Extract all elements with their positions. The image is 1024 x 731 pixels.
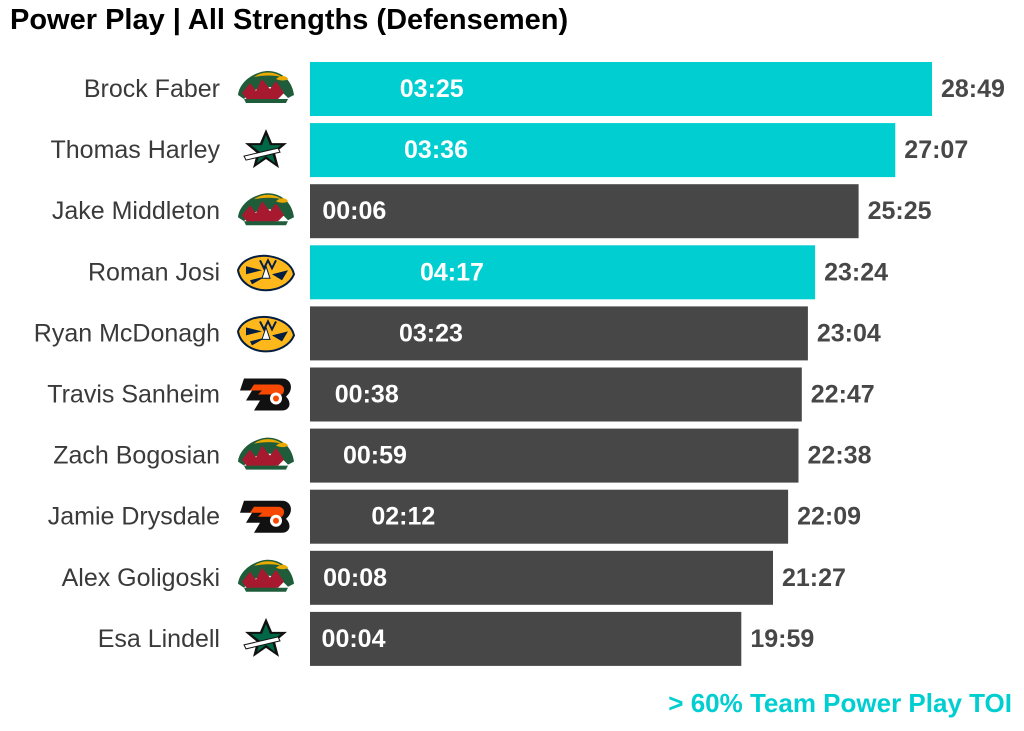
toi-bar (310, 550, 773, 605)
pp-toi-label: 04:17 (420, 258, 484, 286)
player-name-label: Esa Lindell (98, 625, 220, 653)
toi-bar (310, 611, 742, 666)
chart-title: Power Play | All Strengths (Defensemen) (10, 4, 569, 36)
pp-toi-label: 02:12 (371, 503, 435, 531)
pp-toi-label: 00:59 (343, 442, 407, 470)
player-name-label: Ryan McDonagh (34, 319, 220, 347)
pp-toi-label: 00:08 (323, 564, 387, 592)
total-toi-label: 22:47 (811, 381, 875, 409)
toi-bar (310, 367, 802, 422)
nashville-predators-logo (236, 315, 296, 353)
player-row: Esa Lindell 00:04 19:59 (98, 611, 814, 666)
pp-toi-label: 00:38 (335, 381, 399, 409)
player-name-label: Jake Middleton (52, 197, 220, 225)
player-row: Brock Faber 03:25 28:49 (84, 62, 1005, 116)
total-toi-label: 22:09 (797, 503, 861, 531)
player-row: Jake Middleton 00:06 25:25 (52, 184, 932, 239)
player-name-label: Zach Bogosian (53, 442, 220, 470)
minnesota-wild-logo (238, 437, 294, 470)
minnesota-wild-logo (238, 559, 294, 592)
total-toi-label: 19:59 (750, 625, 814, 653)
pp-toi-label: 00:06 (322, 197, 386, 225)
pp-toi-label: 00:04 (322, 625, 386, 653)
toi-bar (310, 489, 789, 544)
player-name-label: Jamie Drysdale (48, 503, 220, 531)
pp-toi-label: 03:25 (400, 75, 464, 103)
toi-bar (310, 428, 799, 483)
minnesota-wild-logo (238, 71, 294, 103)
total-toi-label: 27:07 (904, 136, 968, 164)
player-name-label: Thomas Harley (51, 136, 221, 164)
toi-bar (310, 306, 808, 361)
dallas-stars-logo (243, 617, 287, 657)
total-toi-label: 23:24 (824, 258, 888, 286)
player-row: Jamie Drysdale 02:12 22:09 (48, 489, 861, 544)
total-toi-label: 28:49 (941, 75, 1005, 103)
nashville-predators-logo (236, 254, 296, 292)
player-row: Zach Bogosian 00:59 22:38 (53, 428, 872, 483)
toi-bar (310, 123, 896, 178)
philadelphia-flyers-logo (240, 378, 291, 411)
total-toi-label: 23:04 (817, 319, 881, 347)
toi-bar (310, 245, 816, 300)
dallas-stars-logo (243, 129, 287, 169)
player-row: Travis Sanheim 00:38 22:47 (47, 367, 875, 422)
player-row: Ryan McDonagh 03:23 23:04 (34, 306, 881, 361)
player-row: Alex Goligoski 00:08 21:27 (62, 550, 846, 605)
total-toi-label: 22:38 (808, 442, 872, 470)
player-name-label: Roman Josi (88, 258, 220, 286)
player-row: Roman Josi 04:17 23:24 (88, 245, 888, 300)
toi-bar (310, 184, 859, 239)
player-name-label: Brock Faber (84, 75, 220, 103)
total-toi-label: 25:25 (868, 197, 932, 225)
philadelphia-flyers-logo (240, 500, 291, 533)
minnesota-wild-logo (238, 193, 294, 226)
player-name-label: Alex Goligoski (62, 564, 220, 592)
legend-note: > 60% Team Power Play TOI (668, 688, 1012, 718)
total-toi-label: 21:27 (782, 564, 846, 592)
toi-bar (310, 62, 932, 116)
player-row: Thomas Harley 03:36 27:07 (51, 123, 968, 178)
player-name-label: Travis Sanheim (47, 381, 220, 409)
pp-toi-label: 03:23 (399, 319, 463, 347)
pp-toi-label: 03:36 (404, 136, 468, 164)
